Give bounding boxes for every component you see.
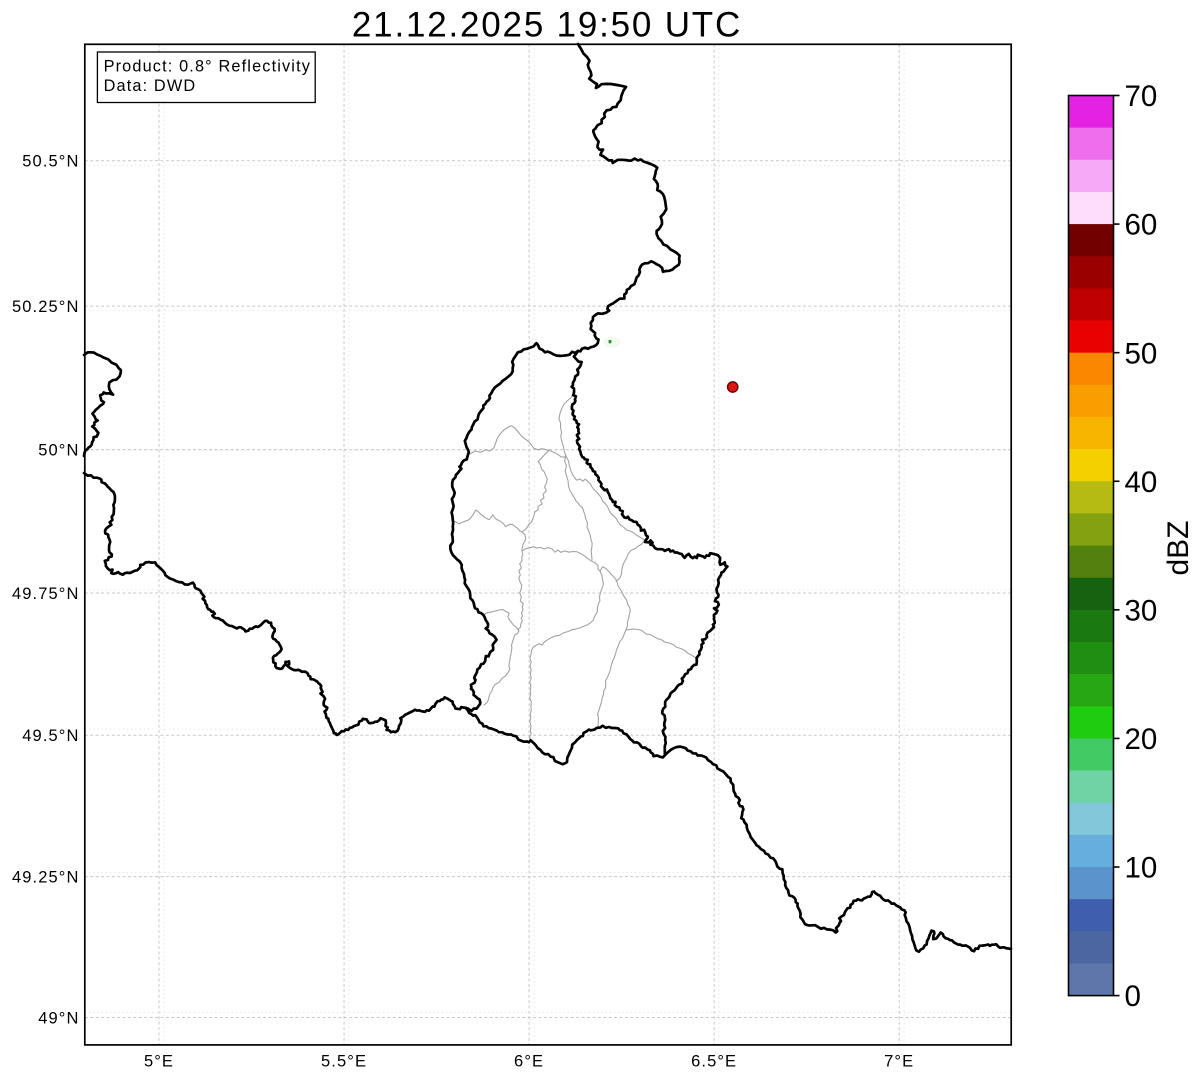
svg-text:50.5°N: 50.5°N [22, 153, 79, 171]
svg-text:21.12.2025 19:50 UTC: 21.12.2025 19:50 UTC [352, 6, 742, 45]
svg-text:Data: DWD: Data: DWD [104, 77, 197, 95]
svg-text:49.25°N: 49.25°N [12, 869, 80, 887]
svg-text:49.75°N: 49.75°N [12, 585, 80, 603]
svg-text:10: 10 [1125, 852, 1158, 885]
svg-text:dBZ: dBZ [1162, 520, 1195, 575]
svg-text:6.5°E: 6.5°E [691, 1053, 737, 1071]
svg-text:30: 30 [1125, 594, 1158, 627]
svg-text:40: 40 [1125, 466, 1158, 499]
svg-text:60: 60 [1125, 209, 1158, 242]
svg-text:0: 0 [1125, 980, 1141, 1013]
svg-text:70: 70 [1125, 80, 1158, 113]
svg-text:49.5°N: 49.5°N [22, 727, 79, 745]
svg-text:49°N: 49°N [38, 1009, 79, 1027]
svg-text:Product: 0.8° Reflectivity: Product: 0.8° Reflectivity [104, 58, 311, 76]
svg-text:50.25°N: 50.25°N [12, 298, 80, 316]
svg-text:7°E: 7°E [884, 1053, 914, 1071]
svg-text:20: 20 [1125, 723, 1158, 756]
svg-text:5°E: 5°E [144, 1053, 174, 1071]
svg-text:5.5°E: 5.5°E [321, 1053, 367, 1071]
svg-text:50: 50 [1125, 337, 1158, 370]
svg-text:50°N: 50°N [38, 442, 79, 460]
svg-text:6°E: 6°E [514, 1053, 544, 1071]
